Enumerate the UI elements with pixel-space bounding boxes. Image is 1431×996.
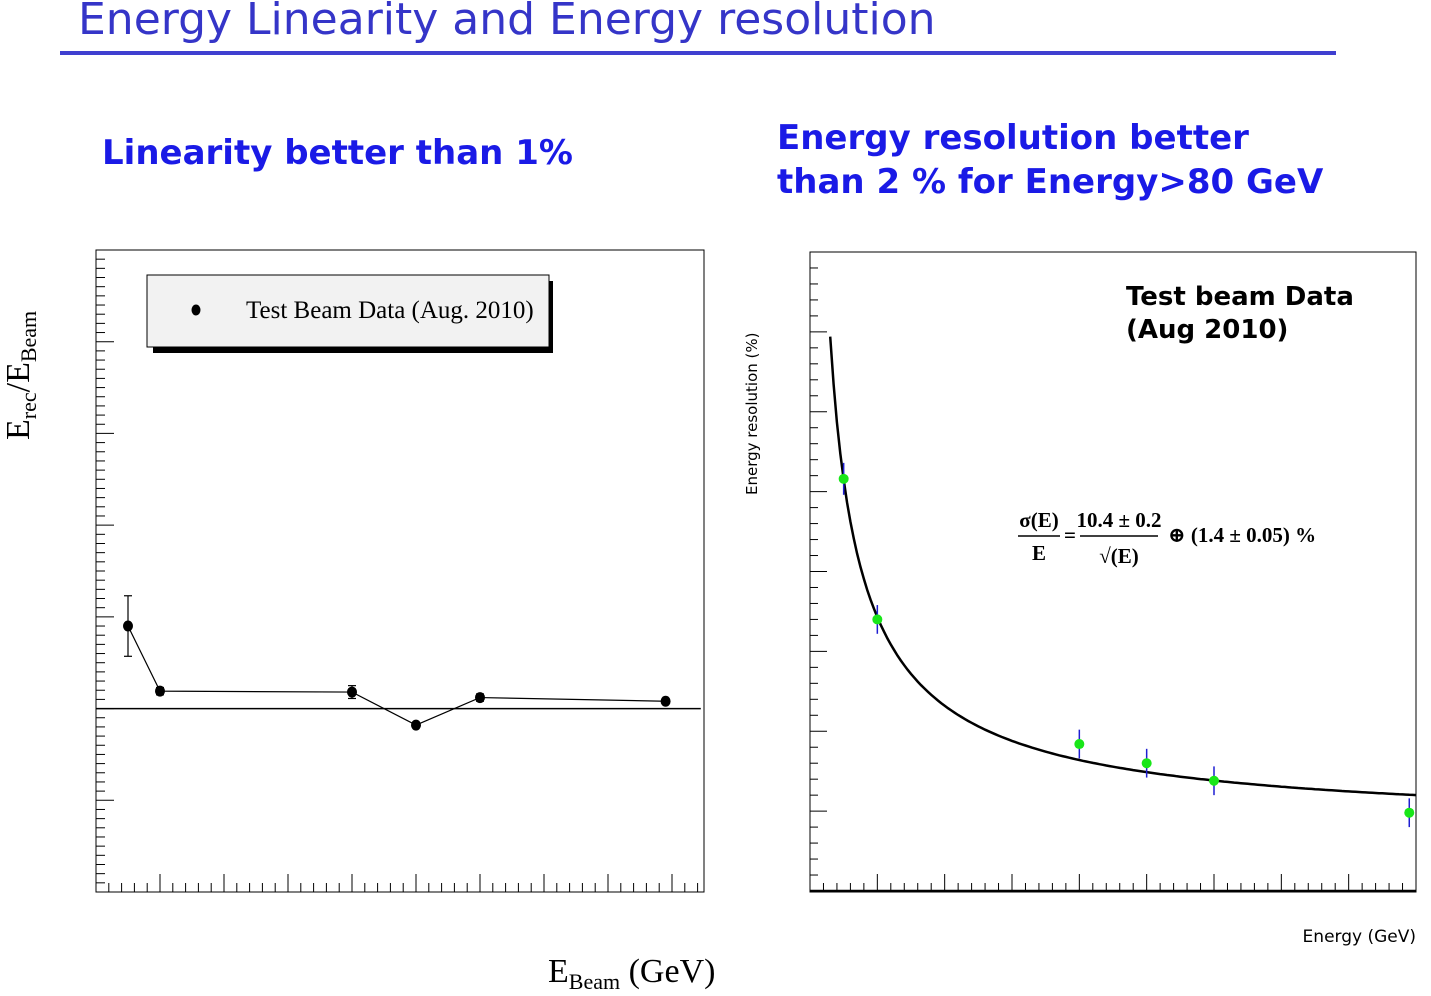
linearity-ticks [95,249,699,893]
linearity-legend: Test Beam Data (Aug. 2010) [146,274,553,353]
linearity-point [123,620,133,632]
linearity-point [347,686,357,698]
formula-rhs-numerator: 10.4 ± 0.2 [1076,508,1161,532]
resolution-plot-frame [809,251,1417,893]
caption-resolution-line1: Energy resolution better [777,118,1249,158]
legend-box [146,274,550,348]
resolution-formula: σ(E) E = 10.4 ± 0.2 √(E) ⊕ (1.4 ± 0.05) … [1018,508,1316,568]
legend-marker [191,304,201,316]
resolution-x-axis-label: Energy (GeV) [1303,927,1416,947]
resolution-point [1209,775,1219,786]
formula-lhs-denominator: E [1032,541,1046,565]
linearity-point [660,695,671,707]
resolution-point [1074,739,1085,750]
linearity-plot-frame [95,249,705,893]
resolution-point [872,614,883,625]
caption-linearity: Linearity better than 1% [102,133,573,173]
resolution-annotation-line2: (Aug 2010) [1126,315,1288,345]
resolution-point [1404,807,1415,818]
resolution-points [838,462,1415,828]
linearity-series-line [127,625,666,726]
resolution-point [1141,758,1152,769]
resolution-annotation-line1: Test beam Data [1126,282,1354,312]
linearity-chart: Test Beam Data (Aug. 2010) Erec/EBeam EB… [0,249,715,994]
linearity-point [155,685,165,697]
formula-rhs-denominator: √(E) [1099,544,1139,568]
caption-resolution-line2: than 2 % for Energy>80 GeV [777,162,1324,202]
resolution-point [838,473,849,484]
formula-constant-term: ⊕ (1.4 ± 0.05) % [1168,523,1316,547]
resolution-y-axis-label: Energy resolution (%) [743,333,761,495]
caption-resolution: Energy resolution better than 2 % for En… [777,116,1323,204]
resolution-chart: Energy resolution (%) Energy (GeV) Test … [743,251,1417,947]
formula-equals: = [1064,523,1076,547]
linearity-point [475,692,485,704]
title-underline [60,51,1336,55]
linearity-x-axis-label: EBeam (GeV) [548,953,715,994]
resolution-fit-curve [828,336,1417,797]
linearity-y-axis-label: Erec/EBeam [0,311,41,440]
linearity-point [411,719,421,731]
resolution-ticks [809,251,1417,892]
linearity-points [123,595,671,731]
legend-label: Test Beam Data (Aug. 2010) [246,297,534,324]
slide-title: Energy Linearity and Energy resolution [78,0,936,45]
formula-lhs-numerator: σ(E) [1019,508,1058,532]
